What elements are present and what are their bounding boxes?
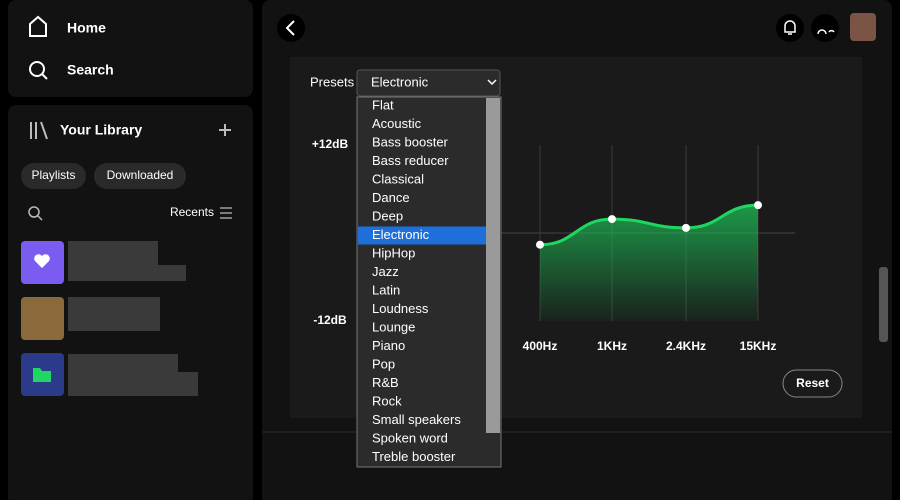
friends-icon — [817, 29, 835, 35]
eq-point[interactable] — [682, 223, 690, 232]
library-icon — [30, 121, 48, 140]
eq-curve — [539, 203, 759, 247]
notifications-button[interactable] — [776, 14, 804, 42]
preset-option[interactable]: Rock — [372, 393, 402, 408]
selected-preset[interactable]: Electronic — [371, 74, 429, 89]
preset-option[interactable]: Piano — [372, 338, 405, 353]
preset-option[interactable]: HipHop — [372, 245, 415, 260]
preset-option[interactable]: Small speakers — [372, 412, 461, 427]
preset-option[interactable]: Acoustic — [372, 116, 422, 131]
heart-icon — [34, 254, 50, 268]
band-label: 1KHz — [597, 339, 627, 353]
nav-panel — [8, 0, 253, 97]
filter-chip[interactable] — [94, 163, 186, 189]
preset-option[interactable]: Lounge — [372, 319, 415, 334]
preset-option[interactable]: Bass reducer — [372, 153, 449, 168]
back-icon — [285, 20, 295, 36]
nav-item[interactable]: Home — [67, 20, 106, 36]
home-icon — [29, 15, 47, 37]
y-tick-label: -12dB — [313, 313, 347, 327]
back-button[interactable] — [277, 14, 305, 42]
eq-point[interactable] — [608, 215, 616, 224]
search-icon — [41, 73, 48, 80]
preset-option[interactable]: Flat — [372, 97, 394, 112]
equalizer-chart: +12dB -12dB 400Hz 1KHz 2.4KHz 15KHz — [312, 137, 795, 353]
preset-option[interactable]: Pop — [372, 356, 395, 371]
sort-label[interactable]: Recents — [170, 205, 214, 219]
list-box — [356, 96, 502, 468]
preset-option[interactable]: Latin — [372, 282, 400, 297]
preset-option[interactable]: R&B — [372, 375, 399, 390]
reset-label[interactable]: Reset — [796, 376, 829, 390]
select-arrow — [487, 79, 497, 86]
search-icon — [29, 61, 45, 77]
avatar[interactable] — [850, 13, 876, 41]
preset-option[interactable]: Jazz — [372, 264, 399, 279]
band-label: 400Hz — [523, 339, 558, 353]
sort-icon — [220, 207, 232, 219]
filter-chip[interactable] — [21, 163, 86, 189]
filter-label[interactable]: Playlists — [31, 168, 75, 182]
add-button[interactable] — [219, 124, 231, 136]
preset-list: Flat Acoustic Bass booster Bass reducer Clas… — [356, 96, 502, 468]
preset-option[interactable]: Dance — [372, 190, 410, 205]
presets-label: Presets — [310, 74, 355, 89]
band-label: 2.4KHz — [666, 339, 706, 353]
list-scrollbar[interactable] — [486, 98, 500, 433]
library-search — [37, 215, 43, 221]
eq-point[interactable] — [536, 240, 544, 249]
library-search[interactable] — [28, 206, 40, 218]
preset-option[interactable]: Deep — [372, 208, 403, 223]
band-label: 15KHz — [740, 339, 777, 353]
library-title[interactable]: Your Library — [60, 122, 142, 138]
preset-option[interactable]: Electronic — [372, 227, 430, 242]
playlist-cover[interactable] — [21, 297, 64, 340]
folder-icon — [33, 368, 51, 382]
reset-button[interactable] — [782, 369, 843, 398]
preset-option[interactable]: Classical — [372, 171, 424, 186]
eq-area — [540, 205, 758, 321]
nav-item[interactable]: Search — [67, 62, 114, 78]
eq-point[interactable] — [754, 201, 762, 210]
preset-option[interactable]: Loudness — [372, 301, 429, 316]
friends-button[interactable] — [811, 14, 839, 42]
presets-select[interactable] — [356, 69, 501, 97]
blurred-text — [68, 241, 198, 396]
preset-option[interactable]: Bass booster — [372, 134, 449, 149]
preset-option[interactable]: Spoken word — [372, 430, 448, 445]
bell-icon — [784, 20, 796, 35]
highlight — [358, 226, 486, 245]
preset-option[interactable]: Treble booster — [372, 449, 456, 464]
filter-label[interactable]: Downloaded — [107, 168, 174, 182]
y-tick-label: +12dB — [312, 137, 349, 151]
scrollbar[interactable] — [879, 267, 888, 342]
